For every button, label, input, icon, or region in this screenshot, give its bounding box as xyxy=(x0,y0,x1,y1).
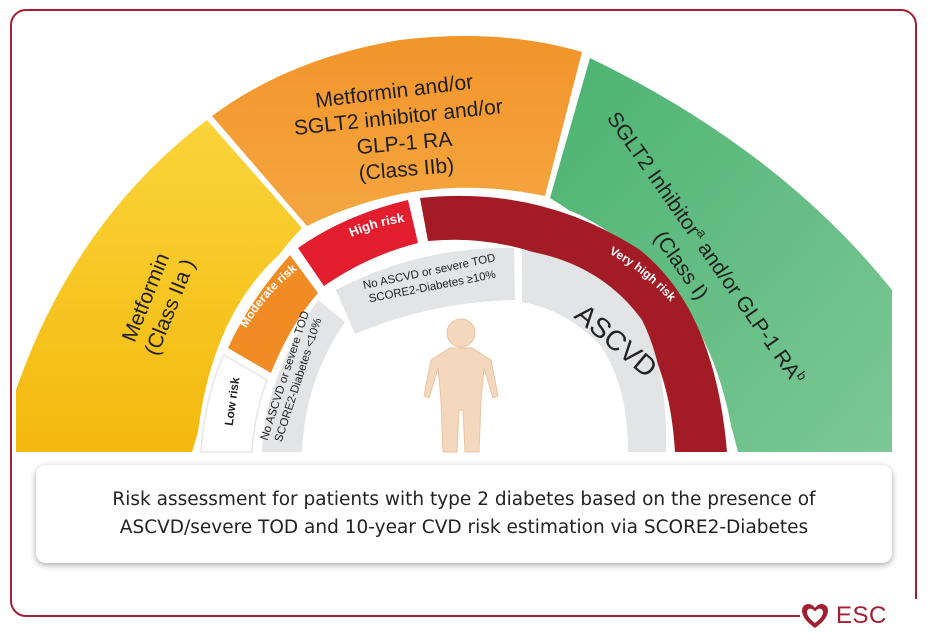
criteria-moderate xyxy=(262,300,345,452)
esc-text: ESC xyxy=(836,602,887,629)
risk-low-label: Low risk xyxy=(222,376,243,426)
band-low xyxy=(200,353,268,453)
band-moderate xyxy=(228,255,318,373)
band-high xyxy=(298,200,418,286)
esc-logo: ESC xyxy=(800,599,920,633)
segment-class-iia xyxy=(16,120,302,452)
human-figure-icon xyxy=(423,318,499,453)
segment-class-i xyxy=(550,58,892,452)
caption-box: Risk assessment for patients with type 2… xyxy=(36,465,892,563)
band-very-high xyxy=(420,195,727,453)
caption-line1: Risk assessment for patients with type 2… xyxy=(112,489,816,510)
heart-logo-icon xyxy=(802,604,828,628)
segment-class-iib xyxy=(212,36,582,226)
criteria-very-high xyxy=(522,250,667,452)
criteria-high xyxy=(336,247,515,334)
caption-line2: ASCVD/severe TOD and 10-year CVD risk es… xyxy=(119,517,809,538)
caption-text: Risk assessment for patients with type 2… xyxy=(112,486,815,542)
